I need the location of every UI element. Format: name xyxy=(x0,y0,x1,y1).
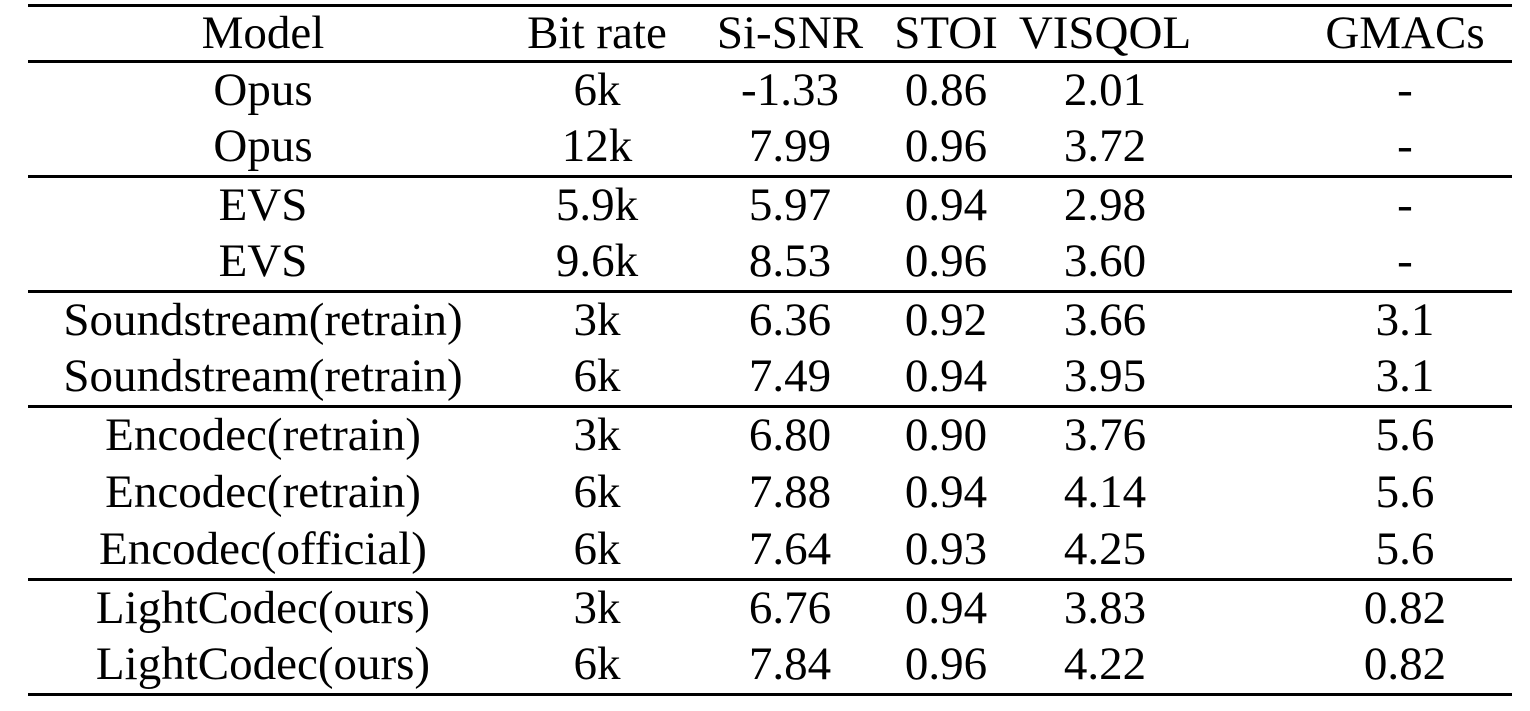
table-row: Opus 12k 7.99 0.96 3.72 - xyxy=(28,119,1512,177)
cell-visqol: 3.72 xyxy=(1063,120,1147,173)
column-header-si-snr: Si-SNR xyxy=(716,6,864,59)
cell-visqol: 3.95 xyxy=(1063,350,1147,403)
cell-si-snr: 5.97 xyxy=(748,179,832,232)
cell-si-snr: 6.76 xyxy=(748,581,832,634)
cell-gmacs: - xyxy=(1397,64,1413,117)
results-table: Model Bit rate Si-SNR STOI VISQOL GMACs … xyxy=(28,4,1512,696)
table-row: Soundstream(retrain) 6k 7.49 0.94 3.95 3… xyxy=(28,349,1512,407)
cell-model: Opus xyxy=(213,120,313,173)
cell-bit-rate: 3k xyxy=(573,581,621,634)
cell-gmacs: 0.82 xyxy=(1363,581,1447,634)
cell-si-snr: 6.80 xyxy=(748,409,832,462)
table-row: Encodec(official) 6k 7.64 0.93 4.25 5.6 xyxy=(28,522,1512,580)
cell-bit-rate: 6k xyxy=(573,64,621,117)
cell-gmacs: - xyxy=(1397,235,1413,288)
column-header-stoi: STOI xyxy=(894,6,998,59)
cell-model: Encodec(official) xyxy=(99,522,427,575)
cell-si-snr: 7.84 xyxy=(748,637,832,690)
cell-model: LightCodec(ours) xyxy=(95,581,431,634)
cell-si-snr: 6.36 xyxy=(748,294,832,347)
header-row: Model Bit rate Si-SNR STOI VISQOL GMACs xyxy=(28,6,1512,62)
cell-gmacs: 3.1 xyxy=(1375,350,1435,403)
cell-visqol: 4.14 xyxy=(1063,465,1147,518)
column-header-model: Model xyxy=(201,6,325,59)
cell-si-snr: 7.64 xyxy=(748,522,832,575)
cell-stoi: 0.94 xyxy=(904,179,988,232)
cell-bit-rate: 3k xyxy=(573,409,621,462)
cell-bit-rate: 6k xyxy=(573,637,621,690)
cell-si-snr: 7.99 xyxy=(748,120,832,173)
cell-model: EVS xyxy=(218,179,308,232)
cell-model: LightCodec(ours) xyxy=(95,637,431,690)
cell-model: Opus xyxy=(213,64,313,117)
cell-bit-rate: 5.9k xyxy=(555,179,639,232)
table-row: Soundstream(retrain) 3k 6.36 0.92 3.66 3… xyxy=(28,291,1512,350)
cell-stoi: 0.94 xyxy=(904,350,988,403)
cell-stoi: 0.93 xyxy=(904,522,988,575)
cell-gmacs: 0.82 xyxy=(1363,637,1447,690)
cell-model: Soundstream(retrain) xyxy=(63,294,463,347)
cell-stoi: 0.96 xyxy=(904,235,988,288)
table-row: EVS 9.6k 8.53 0.96 3.60 - xyxy=(28,234,1512,292)
table-header: Model Bit rate Si-SNR STOI VISQOL GMACs xyxy=(28,6,1512,62)
cell-visqol: 2.01 xyxy=(1063,64,1147,117)
cell-model: EVS xyxy=(218,235,308,288)
cell-model: Soundstream(retrain) xyxy=(63,350,463,403)
table-row: LightCodec(ours) 6k 7.84 0.96 4.22 0.82 xyxy=(28,637,1512,695)
cell-stoi: 0.94 xyxy=(904,581,988,634)
cell-gmacs: 5.6 xyxy=(1375,465,1435,518)
cell-visqol: 3.60 xyxy=(1063,235,1147,288)
table-row: Encodec(retrain) 6k 7.88 0.94 4.14 5.6 xyxy=(28,464,1512,522)
cell-gmacs: 3.1 xyxy=(1375,294,1435,347)
cell-bit-rate: 6k xyxy=(573,465,621,518)
cell-visqol: 3.76 xyxy=(1063,409,1147,462)
table-row: Encodec(retrain) 3k 6.80 0.90 3.76 5.6 xyxy=(28,406,1512,465)
cell-bit-rate: 3k xyxy=(573,294,621,347)
cell-bit-rate: 6k xyxy=(573,522,621,575)
table-body: Opus 6k -1.33 0.86 2.01 - Opus 12k 7.99 … xyxy=(28,62,1512,695)
cell-visqol: 4.25 xyxy=(1063,522,1147,575)
cell-si-snr: -1.33 xyxy=(741,64,839,117)
table-row: EVS 5.9k 5.97 0.94 2.98 - xyxy=(28,176,1512,235)
cell-model: Encodec(retrain) xyxy=(105,465,421,518)
cell-bit-rate: 6k xyxy=(573,350,621,403)
cell-stoi: 0.90 xyxy=(904,409,988,462)
cell-visqol: 4.22 xyxy=(1063,637,1147,690)
column-header-bit-rate: Bit rate xyxy=(527,6,667,59)
cell-stoi: 0.96 xyxy=(904,637,988,690)
table-row: LightCodec(ours) 3k 6.76 0.94 3.83 0.82 xyxy=(28,579,1512,637)
cell-gmacs: - xyxy=(1397,120,1413,173)
cell-si-snr: 7.88 xyxy=(748,465,832,518)
cell-stoi: 0.94 xyxy=(904,465,988,518)
table-row: Opus 6k -1.33 0.86 2.01 - xyxy=(28,62,1512,120)
cell-visqol: 2.98 xyxy=(1063,179,1147,232)
cell-visqol: 3.66 xyxy=(1063,294,1147,347)
cell-bit-rate: 9.6k xyxy=(555,235,639,288)
cell-gmacs: 5.6 xyxy=(1375,522,1435,575)
cell-stoi: 0.86 xyxy=(904,64,988,117)
cell-gmacs: - xyxy=(1397,179,1413,232)
cell-si-snr: 7.49 xyxy=(748,350,832,403)
cell-gmacs: 5.6 xyxy=(1375,409,1435,462)
column-header-visqol: VISQOL xyxy=(1018,6,1192,59)
cell-visqol: 3.83 xyxy=(1063,581,1147,634)
cell-model: Encodec(retrain) xyxy=(105,409,421,462)
cell-si-snr: 8.53 xyxy=(748,235,832,288)
cell-stoi: 0.92 xyxy=(904,294,988,347)
cell-bit-rate: 12k xyxy=(561,120,633,173)
column-header-gmacs: GMACs xyxy=(1325,6,1485,59)
cell-stoi: 0.96 xyxy=(904,120,988,173)
